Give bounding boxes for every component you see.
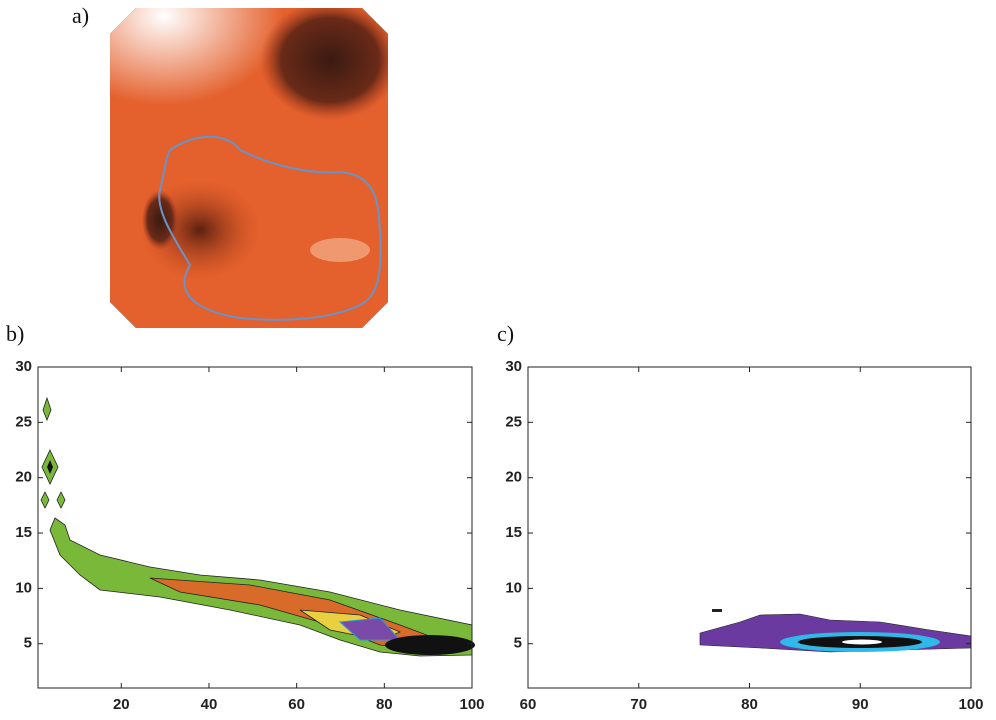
- panel-label: b): [6, 321, 24, 346]
- y-tick-label: 30: [15, 358, 32, 375]
- x-tick-label: 80: [376, 696, 393, 713]
- plot-frame: [37, 366, 473, 689]
- y-tick-label: 15: [15, 524, 32, 541]
- x-tick-label: 80: [741, 696, 758, 713]
- panel-label: c): [497, 321, 514, 346]
- panel-label: a): [72, 3, 89, 28]
- x-tick-label: 100: [459, 696, 484, 713]
- x-tick-label: 90: [852, 696, 869, 713]
- x-tick-label: 70: [630, 696, 647, 713]
- y-tick-label: 25: [15, 413, 32, 430]
- contour-b: [40, 396, 475, 657]
- endoscopy-image: [110, 8, 388, 328]
- y-tick-label: 10: [15, 579, 32, 596]
- y-tick-label: 10: [505, 579, 522, 596]
- contour-c: [699, 609, 972, 653]
- x-tick-label: 20: [113, 696, 130, 713]
- x-tick-label: 40: [201, 696, 218, 713]
- y-tick-label: 30: [505, 358, 522, 375]
- y-tick-label: 25: [505, 413, 522, 430]
- y-tick-label: 20: [505, 469, 522, 486]
- y-tick-label: 5: [514, 635, 522, 652]
- x-tick-label: 60: [520, 696, 537, 713]
- x-tick-label: 100: [958, 696, 983, 713]
- y-tick-label: 15: [505, 524, 522, 541]
- y-tick-label: 5: [24, 635, 32, 652]
- y-tick-label: 20: [15, 469, 32, 486]
- x-tick-label: 60: [288, 696, 305, 713]
